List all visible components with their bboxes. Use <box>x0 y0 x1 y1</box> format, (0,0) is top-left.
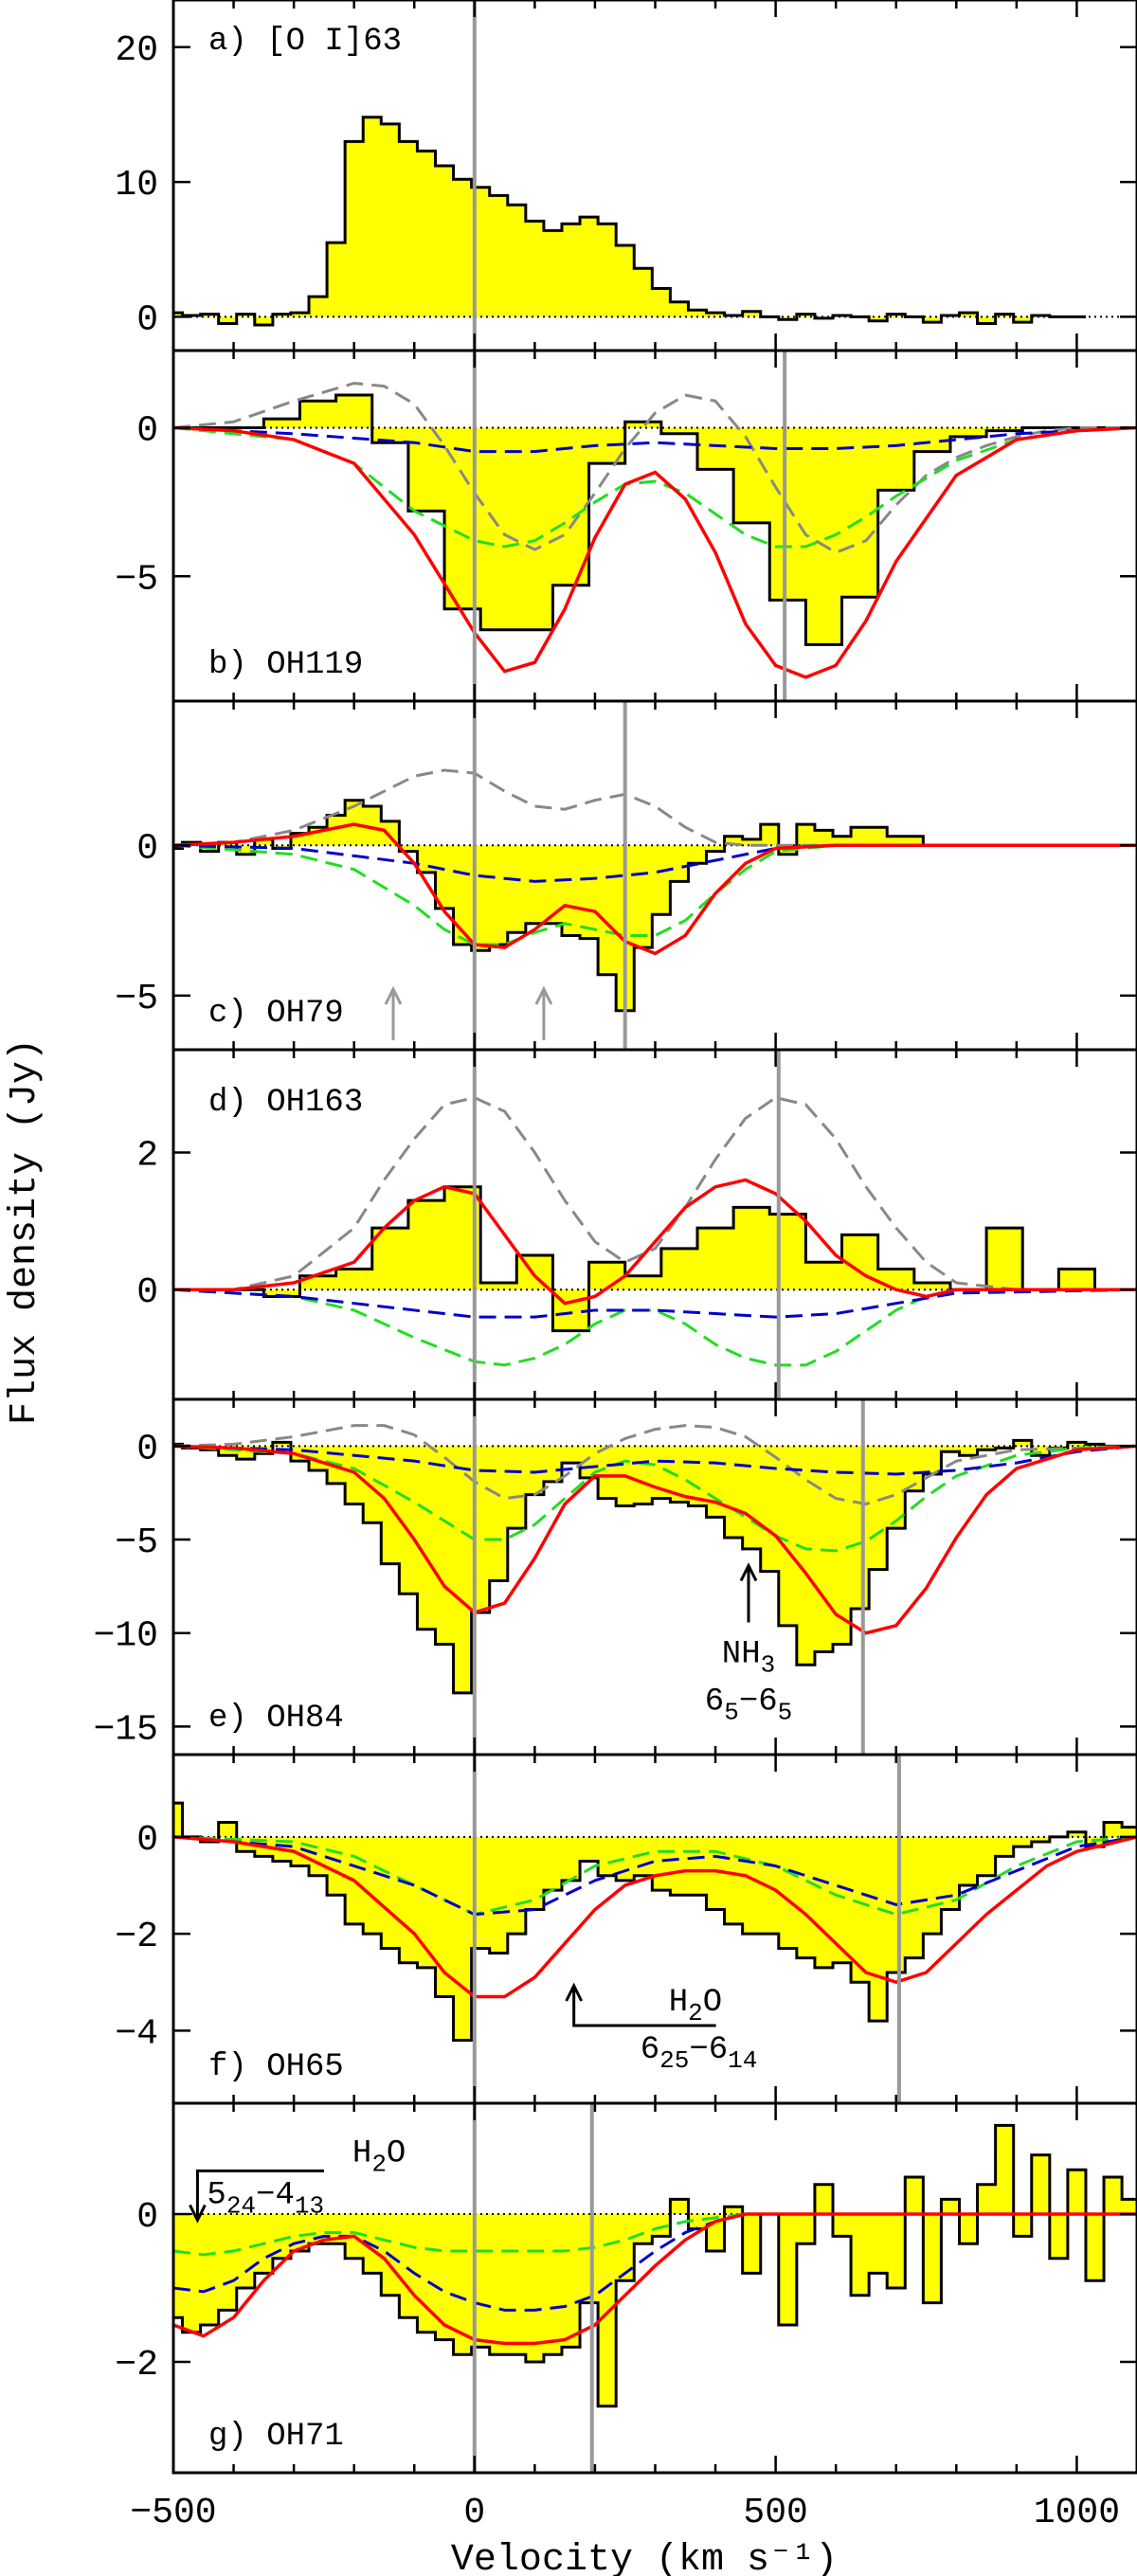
annotation-arrow <box>739 1562 758 1623</box>
x-tick-label: −500 <box>130 2493 216 2533</box>
annotation-arrow <box>189 2169 324 2224</box>
model-total-line <box>173 1835 1137 1999</box>
model-comp-green-line <box>173 2212 1137 2257</box>
panel-label: b) OH119 <box>208 647 363 683</box>
spectrum-fill <box>173 2125 1137 2406</box>
panel-label: c) OH79 <box>208 996 344 1032</box>
model-comp-blue-line <box>173 1835 1137 1917</box>
spectrum-fill <box>173 117 1086 325</box>
y-tick-label: 0 <box>136 828 158 869</box>
annotation-subscript: 13 <box>295 2191 324 2220</box>
panel-label: a) [O I]63 <box>208 24 402 60</box>
model-total-line <box>173 425 1137 679</box>
plot-area <box>173 1050 1137 1399</box>
y-tick-label: 0 <box>136 1272 158 1313</box>
model-comp-blue-line <box>173 2212 1137 2312</box>
annotation-species-tail: O <box>387 2135 406 2171</box>
y-tick-label: −5 <box>115 979 158 1019</box>
model-total-line <box>173 2212 1137 2346</box>
model-comp-green-line <box>173 1444 1137 1553</box>
spectrum-histogram <box>173 1801 1137 2043</box>
model-comp-gray-line <box>173 1424 1137 1506</box>
annotation-subscript: 2 <box>371 2150 387 2178</box>
model-comp-gray-line <box>173 768 1137 847</box>
y-tick-label: −10 <box>94 1616 158 1657</box>
annotation-dash: −6 <box>689 2032 728 2068</box>
y-axis-title: Flux density (Jy) <box>4 1038 46 1425</box>
model-total-line <box>173 1444 1137 1635</box>
y-tick-label: 0 <box>136 299 158 340</box>
model-comp-green-line <box>173 426 1137 549</box>
y-tick-label: −5 <box>115 559 158 600</box>
spectrum-fill <box>173 800 942 1011</box>
annotation-dash: −6 <box>739 1684 778 1720</box>
annotation-subscript: 24 <box>226 2191 256 2220</box>
x-tick-label: 1000 <box>1034 2493 1120 2533</box>
spectrum-histogram <box>173 116 1086 327</box>
spectrum-fill <box>173 1803 1137 2041</box>
model-comp-blue-line <box>173 1288 1137 1319</box>
annotation-transition: 65−65 <box>705 1684 792 1727</box>
y-tick-label: 0 <box>136 1429 158 1469</box>
annotation-species-tail: O <box>703 1985 722 2021</box>
y-tick-label: 2 <box>136 1136 158 1177</box>
y-tick-label: −2 <box>115 1917 158 1957</box>
spectrum-fill <box>173 1440 1137 1693</box>
panel-3: 0 −5 c) OH79 <box>115 699 1137 1052</box>
annotation-subscript: 2 <box>688 1999 703 2027</box>
y-tick-label: −2 <box>115 2345 158 2386</box>
plot-area <box>173 701 1137 1050</box>
plot-area <box>173 2103 1137 2473</box>
annotation-arrow <box>565 1982 716 2027</box>
up-arrow-marker <box>384 985 403 1040</box>
y-tick-label: 0 <box>136 1820 158 1861</box>
model-total-line <box>173 1178 1137 1306</box>
panel-2: 0 −5 b) OH119 <box>115 349 1137 703</box>
annotation-subscript: 25 <box>659 2046 689 2075</box>
x-tick-label: 500 <box>743 2493 807 2533</box>
plot-area <box>173 351 1137 701</box>
panel-label: d) OH163 <box>208 1085 363 1121</box>
annotation-species: H2O <box>352 2135 406 2178</box>
plot-area <box>173 1755 1137 2103</box>
y-tick-label: 0 <box>136 411 158 452</box>
annotation-dash: −4 <box>256 2177 295 2213</box>
panel-label: e) OH84 <box>208 1701 344 1737</box>
spectrum-fill <box>173 395 1131 645</box>
y-tick-label: −4 <box>115 2013 158 2054</box>
annotation-subscript: 5 <box>778 1699 793 1727</box>
annotation-subscript: 14 <box>728 2046 757 2075</box>
y-tick-label: −5 <box>115 1522 158 1563</box>
model-comp-blue-line <box>173 426 1137 454</box>
x-axis-title: Velocity (km s⁻¹) <box>451 2539 838 2576</box>
model-comp-gray-line <box>173 1096 1137 1291</box>
model-comp-blue-line <box>173 1444 1137 1476</box>
up-arrow-marker <box>534 985 553 1040</box>
annotation-subscript: 3 <box>761 1651 776 1680</box>
panel-label: f) OH65 <box>208 2049 344 2085</box>
annotation-subscript: 5 <box>724 1699 739 1727</box>
model-total-line <box>173 822 1137 956</box>
annotation-transition: 625−614 <box>641 2032 758 2075</box>
x-tick-label: 0 <box>463 2493 485 2533</box>
spectrum-histogram <box>173 393 1131 646</box>
y-tick-label: 20 <box>115 30 158 71</box>
spectrum-fill <box>173 1186 1131 1331</box>
model-comp-green-line <box>173 1288 1137 1367</box>
spectrum-histogram <box>173 1438 1137 1695</box>
plot-area <box>173 1399 1137 1755</box>
y-tick-label: 10 <box>115 165 158 206</box>
panel-label: g) OH71 <box>208 2419 344 2455</box>
model-comp-green-line <box>173 843 1137 946</box>
panel-4: 0 2 d) OH163 <box>136 1048 1137 1401</box>
y-tick-label: 0 <box>136 2197 158 2238</box>
model-comp-gray-line <box>173 381 1137 554</box>
plot-area <box>173 0 1137 351</box>
y-tick-label: −15 <box>94 1709 158 1750</box>
